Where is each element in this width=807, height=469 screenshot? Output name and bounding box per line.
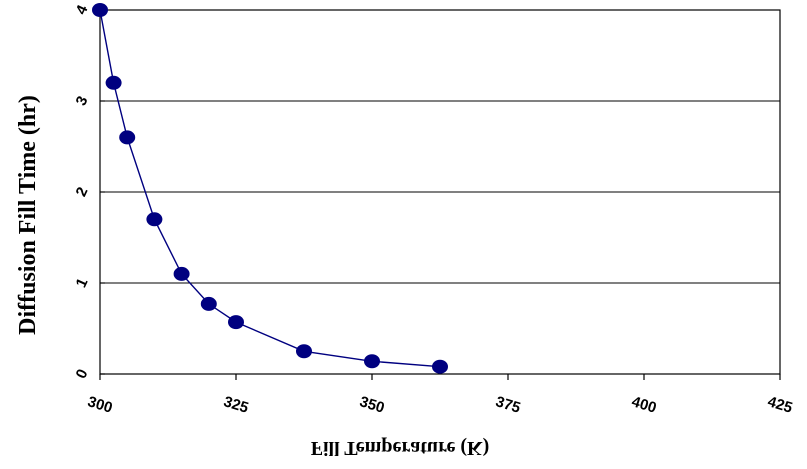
y-tick-label: 2 bbox=[73, 185, 92, 200]
data-point bbox=[173, 266, 190, 281]
x-axis-title: Fill Temperature (K) bbox=[311, 437, 490, 459]
y-tick-labels: 0 1 2 3 4 bbox=[73, 2, 92, 381]
x-tick-labels: 300 325 350 375 400 425 bbox=[86, 393, 795, 417]
series-line bbox=[99, 9, 441, 368]
x-tick-label: 425 bbox=[766, 393, 795, 417]
data-point bbox=[105, 75, 122, 90]
x-tick-label: 325 bbox=[222, 393, 251, 417]
x-tick-label: 375 bbox=[494, 393, 523, 417]
x-tick-label: 400 bbox=[630, 393, 659, 417]
series-group bbox=[92, 3, 448, 374]
y-axis-title: Diffusion Fill Time (hr) bbox=[15, 95, 41, 335]
data-point bbox=[228, 315, 244, 330]
axes bbox=[99, 9, 781, 380]
y-tick-label: 0 bbox=[73, 367, 92, 382]
x-tick-label: 300 bbox=[86, 393, 115, 417]
y-tick-label: 1 bbox=[73, 276, 92, 291]
data-point bbox=[296, 344, 312, 359]
data-point bbox=[92, 3, 108, 17]
y-tick-label: 4 bbox=[73, 2, 92, 17]
x-tick-label: 350 bbox=[358, 393, 387, 417]
data-point bbox=[119, 130, 136, 145]
data-point bbox=[364, 354, 380, 369]
data-point bbox=[432, 359, 448, 374]
data-point bbox=[146, 212, 163, 227]
data-point bbox=[200, 296, 217, 311]
y-tick-label: 3 bbox=[73, 94, 92, 109]
grid-lines bbox=[100, 100, 780, 284]
